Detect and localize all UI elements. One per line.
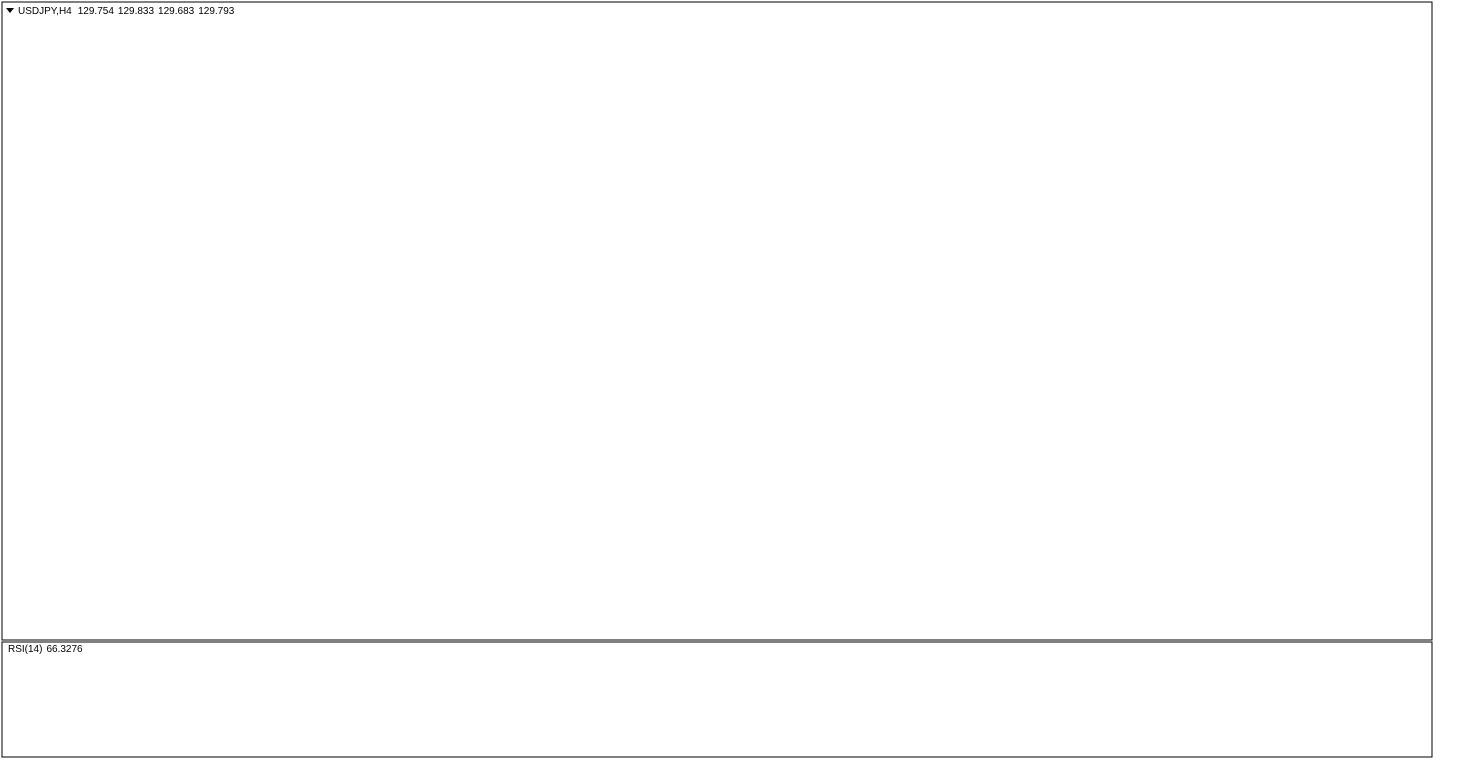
header-close: 129.793 (198, 6, 235, 17)
chart-header: USDJPY,H4 129.754 129.833 129.683 129.793 (18, 6, 235, 17)
header-arrow (6, 8, 14, 13)
rsi-frame (1, 641, 1433, 758)
header-open: 129.754 (78, 6, 115, 17)
rsi-header: RSI(14) 66.3276 (8, 644, 83, 655)
main-frame (1, 1, 1433, 641)
rsi-name: RSI(14) (8, 644, 42, 655)
symbol: USDJPY,H4 (18, 6, 72, 17)
rsi-value: 66.3276 (46, 644, 83, 655)
header-low: 129.683 (158, 6, 195, 17)
header-high: 129.833 (118, 6, 155, 17)
